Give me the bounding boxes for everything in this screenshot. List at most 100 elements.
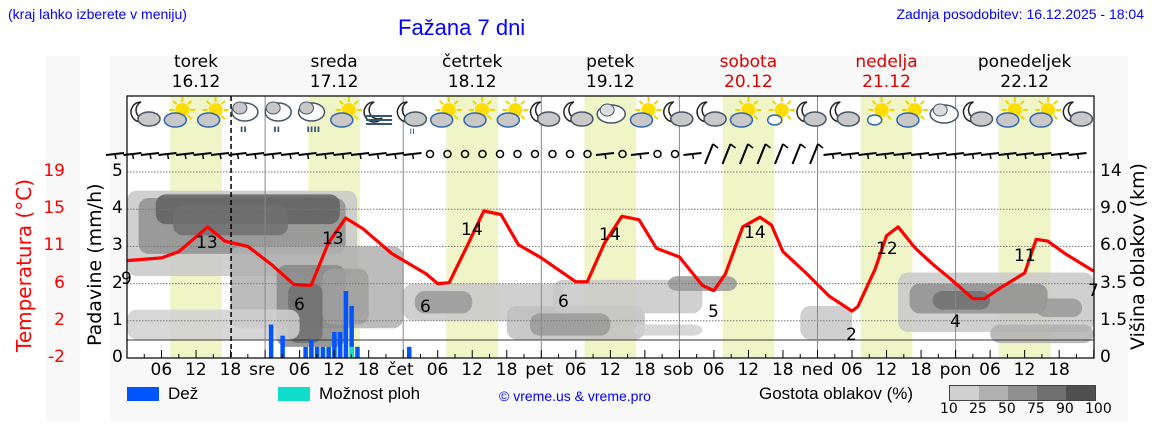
x-tick-label: 18 [633, 360, 656, 380]
y-tick-label: 14 [1100, 161, 1122, 181]
rain-cloud-heavy-icon: ıııı [297, 101, 326, 135]
cloud-density [127, 190, 1094, 347]
night-partly-cloudy-icon [529, 101, 561, 127]
day-name: četrtek [441, 52, 503, 72]
x-axis-ticks [126, 350, 1095, 358]
day-name: torek [174, 52, 218, 72]
density-swatch [1037, 386, 1066, 400]
x-tick-label: pet [525, 360, 554, 380]
svg-text:ıııı: ıııı [307, 124, 321, 135]
sun-cloud-icon [729, 97, 762, 128]
x-tick-label: 12 [185, 360, 207, 380]
gridlines [127, 96, 1094, 358]
y-tick-label: 1 [112, 309, 123, 330]
wind-barbs [105, 143, 1087, 165]
x-tick-label: 18 [771, 360, 794, 380]
x-tick-label: 06 [150, 360, 173, 380]
y-tick-label: 0 [112, 347, 123, 367]
y-tick-label: 15 [43, 198, 65, 219]
showers-legend-label: Možnost ploh [319, 384, 421, 403]
y-tick-label: 1.5 [1100, 309, 1128, 330]
precip-axis-label: Padavine (mm/h) [84, 183, 106, 346]
cloudy-icon [929, 103, 959, 124]
x-tick-label: 12 [323, 360, 345, 380]
svg-text:2: 2 [846, 325, 857, 345]
sun-cloud-icon [896, 97, 928, 128]
density-legend-label: Gostota oblakov (%) [759, 384, 914, 403]
copyright-link[interactable]: © vreme.us & vreme.pro [499, 388, 651, 404]
sun-cloud-icon [1029, 97, 1062, 128]
rain-legend-swatch [127, 387, 159, 401]
y-tick-label: 2 [112, 272, 123, 293]
density-tick: 100 [1085, 401, 1112, 417]
rain-cloud-icon: ıı [264, 101, 292, 135]
day-label-6: ponedeljek 22.12 [956, 52, 1094, 92]
svg-text:6: 6 [558, 292, 569, 312]
weather-icons: ıı ıı ıııı ıı [130, 97, 1094, 137]
night-partly-cloudy-icon [1062, 101, 1094, 127]
rain-legend-label: Dež [168, 384, 199, 403]
density-swatch [1008, 386, 1037, 400]
page-title: Fažana 7 dni [398, 15, 526, 40]
density-legend-bar [949, 385, 1096, 401]
x-tick-label: 18 [910, 360, 932, 380]
sun-cloud-icon [496, 97, 529, 128]
y-tick-label: 19 [43, 161, 65, 181]
sun-cloud-icon [463, 97, 495, 128]
location-hint: (kraj lahko izberete v meniju) [8, 6, 187, 22]
day-label-4: sobota 20.12 [679, 52, 817, 92]
night-partly-cloudy-icon [696, 101, 727, 127]
x-tick-label: 06 [564, 360, 587, 380]
x-tick-label: 18 [495, 360, 518, 380]
night-partly-cloudy-icon [130, 101, 161, 127]
day-date: 19.12 [585, 72, 635, 92]
density-swatch [979, 386, 1008, 400]
x-tick-label: sre [249, 360, 276, 380]
y-tick-label: 2 [54, 309, 65, 330]
svg-text:ıı: ıı [409, 126, 415, 137]
svg-text:6: 6 [420, 297, 431, 317]
sun-cloud-icon [629, 97, 662, 128]
x-tick-label: čet [387, 360, 414, 380]
svg-text:ıı: ıı [273, 124, 280, 135]
night-partly-cloudy-icon [962, 101, 994, 127]
day-name: ponedeljek [977, 52, 1072, 72]
day-name: sobota [719, 52, 778, 72]
day-date: 21.12 [862, 72, 911, 92]
density-tick: 90 [1056, 401, 1074, 417]
night-fog-icon [363, 101, 393, 125]
night-partly-cloudy-icon [563, 101, 594, 127]
sun-cloud-icon [196, 97, 229, 128]
svg-text:13: 13 [322, 229, 344, 249]
x-tick-label: 12 [1013, 360, 1036, 380]
showers-legend-swatch [278, 387, 310, 401]
svg-text:4: 4 [950, 312, 961, 332]
svg-text:11: 11 [1014, 246, 1036, 266]
sun-small-cloud-icon [766, 97, 795, 126]
day-label-2: četrtek 18.12 [403, 52, 541, 92]
svg-text:14: 14 [461, 220, 483, 240]
x-tick-label: 18 [357, 360, 380, 380]
day-label-0: torek 16.12 [127, 52, 265, 92]
day-name: sreda [310, 52, 358, 72]
sun-cloud-icon [429, 97, 462, 128]
x-tick-label: 12 [599, 360, 621, 380]
night-partly-cloudy-icon [796, 101, 827, 127]
svg-text:6: 6 [294, 295, 305, 315]
x-tick-label: 12 [737, 360, 760, 380]
last-update: Zadnja posodobitev: 16.12.2025 - 18:04 [896, 6, 1144, 22]
x-tick-label: 06 [702, 360, 725, 380]
x-tick-label: 18 [219, 360, 242, 380]
night-partly-cloudy-icon [663, 101, 694, 127]
density-tick: 10 [940, 401, 958, 417]
sun-cloud-icon [996, 97, 1028, 128]
day-name: petek [586, 52, 635, 72]
x-tick-label: 06 [426, 360, 449, 380]
day-date: 17.12 [309, 72, 359, 92]
density-tick: 25 [969, 401, 987, 417]
sun-cloud-icon [330, 97, 362, 128]
day-date: 22.12 [1000, 72, 1049, 92]
y-tick-label: 3 [112, 235, 123, 256]
rain-cloud-icon: ıı [231, 101, 259, 135]
night-rain-icon: ıı [396, 101, 428, 137]
